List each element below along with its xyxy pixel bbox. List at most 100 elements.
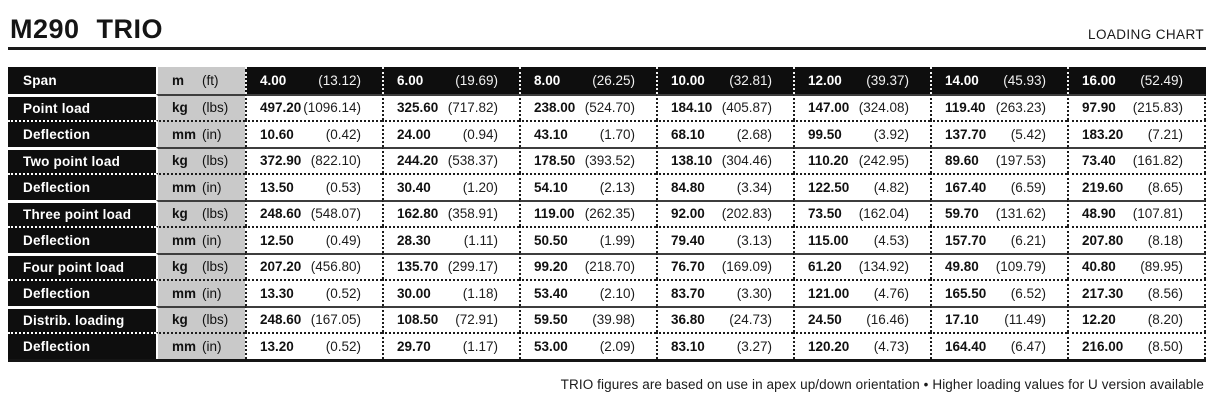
value-metric: 92.00 bbox=[671, 206, 705, 221]
data-cell: 24.00 (0.94) bbox=[382, 120, 519, 147]
unit-imperial: (lbs) bbox=[202, 153, 229, 168]
table-row: Deflection mm (in) 13.30 (0.52) 30.00 (1… bbox=[8, 279, 1206, 306]
value-metric: 110.20 bbox=[808, 153, 849, 168]
data-cell: 108.50 (72.91) bbox=[382, 305, 519, 332]
data-cell: 13.30 (0.52) bbox=[245, 279, 382, 306]
page-title: M290 TRIO bbox=[10, 14, 164, 44]
value-imperial: (167.05) bbox=[310, 312, 361, 327]
value-metric: 497.20 bbox=[260, 100, 302, 115]
data-cell: 372.90 (822.10) bbox=[245, 146, 382, 173]
data-cell: 30.00 (1.18) bbox=[382, 279, 519, 306]
data-cell: 84.80 (3.34) bbox=[656, 173, 793, 200]
value-imperial: (1.99) bbox=[599, 232, 635, 248]
data-cell: 165.50 (6.52) bbox=[930, 279, 1067, 306]
data-cell: 83.10 (3.27) bbox=[656, 332, 793, 359]
data-cell: 207.80 (8.18) bbox=[1067, 226, 1206, 253]
value-metric: 49.80 bbox=[945, 259, 979, 274]
data-cell: 4.00 (13.12) bbox=[245, 67, 382, 94]
value-imperial: (4.82) bbox=[873, 179, 909, 195]
value-imperial: (3.92) bbox=[873, 126, 909, 142]
unit-metric: mm bbox=[172, 338, 197, 354]
value-metric: 73.40 bbox=[1082, 153, 1116, 168]
data-cell: 6.00 (19.69) bbox=[382, 67, 519, 94]
value-imperial: (0.42) bbox=[325, 126, 361, 142]
value-imperial: (89.95) bbox=[1140, 259, 1183, 274]
data-cell: 147.00 (324.08) bbox=[793, 93, 930, 120]
data-cell: 73.50 (162.04) bbox=[793, 199, 930, 226]
value-imperial: (11.49) bbox=[1004, 312, 1046, 327]
value-imperial: (131.62) bbox=[995, 206, 1046, 221]
unit-imperial: (lbs) bbox=[202, 206, 229, 221]
value-metric: 162.80 bbox=[397, 206, 439, 221]
value-imperial: (8.65) bbox=[1147, 179, 1183, 195]
data-cell: 14.00 (45.93) bbox=[930, 67, 1067, 94]
value-imperial: (299.17) bbox=[447, 259, 498, 274]
value-imperial: (3.27) bbox=[736, 338, 772, 354]
value-imperial: (7.21) bbox=[1147, 126, 1183, 142]
data-cell: 53.00 (2.09) bbox=[519, 332, 656, 359]
value-imperial: (215.83) bbox=[1132, 100, 1183, 115]
row-label: Point load bbox=[8, 93, 156, 120]
data-cell: 28.30 (1.11) bbox=[382, 226, 519, 253]
value-metric: 157.70 bbox=[945, 232, 987, 248]
value-imperial: (456.80) bbox=[310, 259, 361, 274]
value-metric: 53.00 bbox=[534, 338, 568, 354]
value-imperial: (0.52) bbox=[325, 338, 361, 354]
value-metric: 61.20 bbox=[808, 259, 842, 274]
data-cell: 54.10 (2.13) bbox=[519, 173, 656, 200]
value-metric: 4.00 bbox=[260, 72, 287, 88]
data-cell: 162.80 (358.91) bbox=[382, 199, 519, 226]
footnote: TRIO figures are based on use in apex up… bbox=[560, 376, 1204, 392]
value-imperial: (109.79) bbox=[995, 259, 1046, 274]
value-metric: 68.10 bbox=[671, 126, 705, 142]
value-metric: 219.60 bbox=[1082, 179, 1124, 195]
unit-metric: kg bbox=[172, 259, 188, 274]
value-imperial: (0.52) bbox=[325, 285, 361, 301]
row-label: Deflection bbox=[8, 279, 156, 306]
value-metric: 54.10 bbox=[534, 179, 568, 195]
value-metric: 184.10 bbox=[671, 100, 713, 115]
data-cell: 157.70 (6.21) bbox=[930, 226, 1067, 253]
data-cell: 73.40 (161.82) bbox=[1067, 146, 1206, 173]
data-cell: 53.40 (2.10) bbox=[519, 279, 656, 306]
data-cell: 122.50 (4.82) bbox=[793, 173, 930, 200]
value-metric: 10.00 bbox=[671, 72, 705, 88]
data-cell: 97.90 (215.83) bbox=[1067, 93, 1206, 120]
value-metric: 43.10 bbox=[534, 126, 568, 142]
data-cell: 59.70 (131.62) bbox=[930, 199, 1067, 226]
value-imperial: (1.18) bbox=[462, 285, 498, 301]
value-imperial: (3.30) bbox=[736, 285, 772, 301]
value-metric: 40.80 bbox=[1082, 259, 1116, 274]
unit-imperial: (in) bbox=[202, 126, 222, 142]
data-cell: 17.10 (11.49) bbox=[930, 305, 1067, 332]
value-metric: 12.20 bbox=[1082, 312, 1116, 327]
value-imperial: (197.53) bbox=[995, 153, 1046, 168]
value-metric: 13.50 bbox=[260, 179, 294, 195]
data-cell: 167.40 (6.59) bbox=[930, 173, 1067, 200]
value-imperial: (5.42) bbox=[1010, 126, 1046, 142]
row-label: Four point load bbox=[8, 252, 156, 279]
data-cell: 13.20 (0.52) bbox=[245, 332, 382, 359]
data-cell: 43.10 (1.70) bbox=[519, 120, 656, 147]
unit-metric: kg bbox=[172, 312, 188, 327]
value-imperial: (4.76) bbox=[873, 285, 909, 301]
row-label: Three point load bbox=[8, 199, 156, 226]
value-imperial: (202.83) bbox=[721, 206, 772, 221]
data-cell: 59.50 (39.98) bbox=[519, 305, 656, 332]
data-cell: 99.50 (3.92) bbox=[793, 120, 930, 147]
value-imperial: (2.68) bbox=[736, 126, 772, 142]
value-metric: 121.00 bbox=[808, 285, 850, 301]
value-metric: 16.00 bbox=[1082, 72, 1116, 88]
data-cell: 89.60 (197.53) bbox=[930, 146, 1067, 173]
data-cell: 178.50 (393.52) bbox=[519, 146, 656, 173]
data-cell: 83.70 (3.30) bbox=[656, 279, 793, 306]
value-metric: 48.90 bbox=[1082, 206, 1116, 221]
data-cell: 115.00 (4.53) bbox=[793, 226, 930, 253]
value-imperial: (548.07) bbox=[310, 206, 361, 221]
unit-imperial: (lbs) bbox=[202, 100, 229, 115]
data-cell: 119.00 (262.35) bbox=[519, 199, 656, 226]
unit-cell: kg (lbs) bbox=[156, 146, 245, 173]
value-metric: 83.10 bbox=[671, 338, 705, 354]
unit-cell: kg (lbs) bbox=[156, 252, 245, 279]
value-imperial: (6.47) bbox=[1010, 338, 1046, 354]
